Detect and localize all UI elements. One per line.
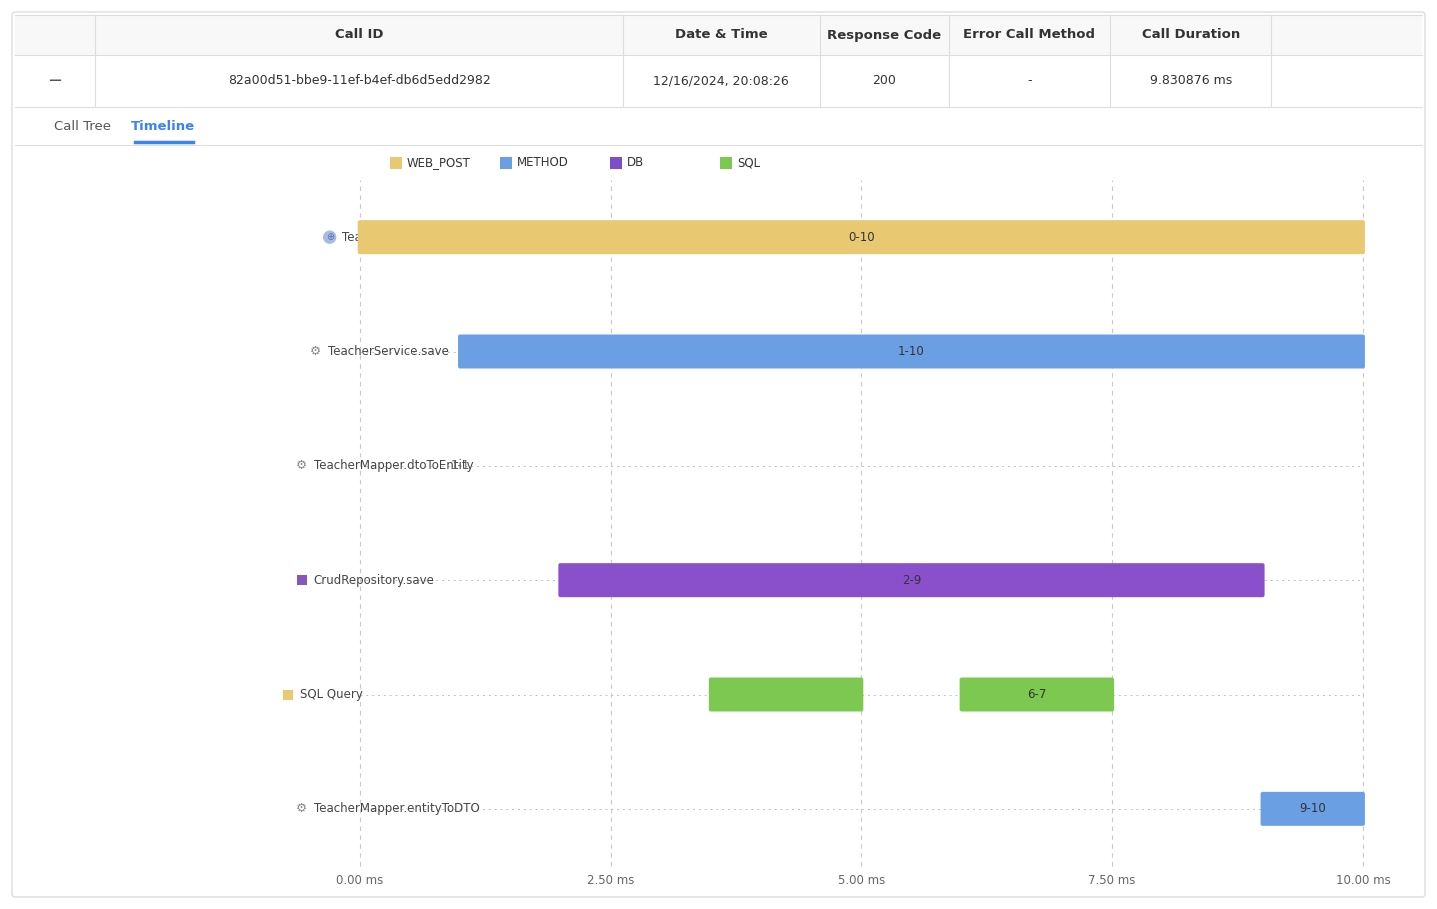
FancyBboxPatch shape [960,677,1114,712]
Text: 1-10: 1-10 [898,345,925,358]
Bar [14,107,1423,145]
Bar [389,156,402,168]
Circle shape [323,231,336,244]
Text: −: − [47,72,63,90]
Text: 1-1: 1-1 [450,459,470,473]
Text: Response Code: Response Code [828,28,941,42]
FancyBboxPatch shape [1260,792,1365,826]
Text: SQL: SQL [737,156,760,169]
Text: Call Duration: Call Duration [1142,28,1240,42]
Bar [296,575,306,585]
Text: 0-10: 0-10 [848,231,875,244]
Text: ⚙: ⚙ [296,459,308,473]
Text: DB: DB [627,156,644,169]
Text: TeacherService.save: TeacherService.save [328,345,448,358]
Text: ⚙: ⚙ [310,345,322,358]
Text: METHOD: METHOD [517,156,569,169]
Text: 7.50 ms: 7.50 ms [1088,874,1135,887]
Text: 82a00d51-bbe9-11ef-b4ef-db6d5edd2982: 82a00d51-bbe9-11ef-b4ef-db6d5edd2982 [228,75,491,87]
Text: 0.00 ms: 0.00 ms [336,874,384,887]
FancyBboxPatch shape [458,335,1365,368]
Bar [720,156,731,168]
Text: Call Tree: Call Tree [55,119,112,133]
Text: TeacherMapper.dtoToEntity: TeacherMapper.dtoToEntity [313,459,473,473]
Text: WEB_POST: WEB_POST [407,156,471,169]
Bar [14,15,1423,55]
Text: ⊕: ⊕ [326,232,333,242]
Bar [609,156,622,168]
Text: 200: 200 [872,75,897,87]
Bar [500,156,512,168]
Text: Call ID: Call ID [335,28,384,42]
Text: 10.00 ms: 10.00 ms [1335,874,1390,887]
FancyBboxPatch shape [559,564,1265,597]
Text: -: - [1027,75,1032,87]
Text: 2.50 ms: 2.50 ms [586,874,634,887]
FancyBboxPatch shape [11,12,1426,897]
Text: 2-9: 2-9 [902,574,921,586]
Bar [283,690,293,700]
Bar [14,55,1423,107]
FancyBboxPatch shape [708,677,864,712]
Text: CrudRepository.save: CrudRepository.save [313,574,434,586]
Text: Error Call Method: Error Call Method [963,28,1095,42]
Text: TeacherMapper.entityToDTO: TeacherMapper.entityToDTO [313,803,480,815]
Text: SQL Query: SQL Query [300,688,362,701]
Text: Timeline: Timeline [131,119,195,133]
Text: 9-10: 9-10 [1299,803,1326,815]
Text: Date & Time: Date & Time [675,28,767,42]
Text: 6-7: 6-7 [1027,688,1046,701]
Text: 9.830876 ms: 9.830876 ms [1150,75,1233,87]
Text: 12/16/2024, 20:08:26: 12/16/2024, 20:08:26 [654,75,789,87]
Text: TeacherRestController.save: TeacherRestController.save [342,231,502,244]
Text: ⚙: ⚙ [296,803,308,815]
Text: 5.00 ms: 5.00 ms [838,874,885,887]
FancyBboxPatch shape [358,220,1365,255]
